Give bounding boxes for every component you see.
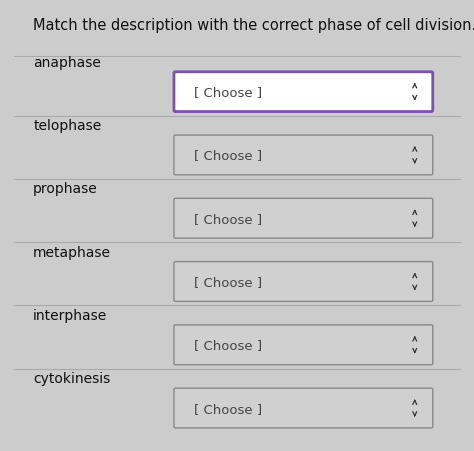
FancyBboxPatch shape	[174, 73, 433, 112]
Text: metaphase: metaphase	[33, 245, 111, 259]
Text: [ Choose ]: [ Choose ]	[194, 402, 263, 414]
Text: anaphase: anaphase	[33, 56, 101, 69]
Text: [ Choose ]: [ Choose ]	[194, 149, 263, 162]
Text: prophase: prophase	[33, 182, 98, 196]
Text: interphase: interphase	[33, 308, 108, 322]
Text: [ Choose ]: [ Choose ]	[194, 339, 263, 351]
FancyBboxPatch shape	[174, 262, 433, 302]
Text: Match the description with the correct phase of cell division.: Match the description with the correct p…	[33, 18, 474, 33]
Text: cytokinesis: cytokinesis	[33, 372, 110, 385]
Text: [ Choose ]: [ Choose ]	[194, 276, 263, 288]
FancyBboxPatch shape	[174, 388, 433, 428]
Text: telophase: telophase	[33, 119, 101, 133]
Text: [ Choose ]: [ Choose ]	[194, 212, 263, 225]
FancyBboxPatch shape	[174, 325, 433, 365]
FancyBboxPatch shape	[174, 136, 433, 175]
FancyBboxPatch shape	[174, 199, 433, 239]
Text: [ Choose ]: [ Choose ]	[194, 86, 263, 99]
